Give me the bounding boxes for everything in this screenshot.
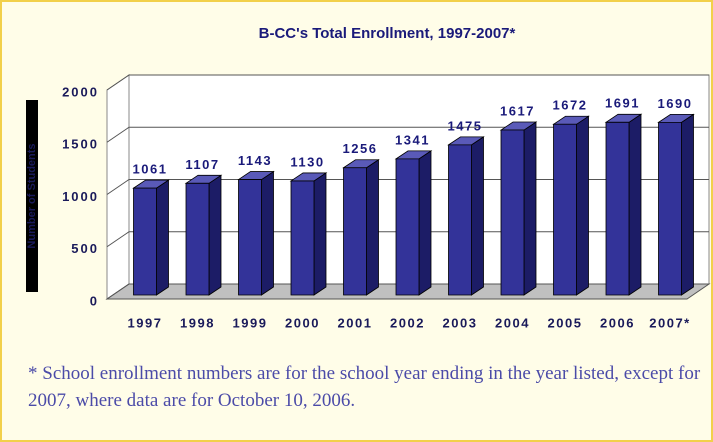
bar-side — [418, 150, 432, 296]
bar-side — [208, 174, 222, 296]
bar-front — [343, 167, 367, 296]
bar — [604, 113, 643, 296]
bar — [552, 115, 590, 296]
value-label: 1061 — [133, 162, 168, 177]
bar-side — [576, 115, 589, 296]
bar — [184, 174, 223, 296]
y-tick-label: 1500 — [62, 137, 99, 152]
bar-front — [395, 158, 420, 296]
x-tick-label: 1999 — [233, 315, 268, 330]
y-tick-label: 500 — [71, 241, 99, 256]
bar-side — [156, 179, 169, 296]
y-label-box — [26, 100, 38, 292]
value-label: 1130 — [290, 154, 324, 169]
value-label: 1107 — [185, 157, 219, 172]
x-tick-label: 2006 — [600, 315, 635, 330]
bar — [499, 121, 538, 296]
bar-side — [471, 136, 484, 296]
bar-side — [523, 121, 537, 296]
x-tick-label: 2000 — [285, 315, 320, 330]
bar-side — [261, 170, 274, 296]
x-tick-label: 2004 — [495, 315, 530, 330]
bar-side — [628, 113, 642, 296]
y-tick-label: 1000 — [62, 189, 99, 204]
x-tick-label: 2002 — [390, 315, 425, 330]
chart-title: B-CC's Total Enrollment, 1997-2007* — [259, 25, 516, 42]
bar — [237, 170, 275, 296]
value-label: 1143 — [238, 153, 272, 168]
bar — [132, 179, 170, 296]
bar-side — [681, 113, 694, 296]
footnote: * School enrollment numbers are for the … — [28, 363, 701, 411]
bar-front — [658, 121, 682, 296]
x-tick-label: 2007* — [649, 315, 690, 330]
bar-front — [133, 187, 157, 296]
bar — [289, 172, 328, 296]
bar-side — [366, 159, 379, 296]
value-label: 1256 — [343, 141, 378, 156]
value-label: 1617 — [500, 103, 535, 118]
bar-side — [313, 172, 327, 296]
bar — [394, 150, 433, 296]
bar — [447, 136, 485, 296]
x-tick-label: 2001 — [338, 315, 373, 330]
bar — [342, 159, 380, 296]
value-label: 1672 — [553, 98, 588, 113]
x-tick-label: 1998 — [180, 315, 215, 330]
bar-front — [553, 123, 577, 296]
y-axis-label: Number of Students — [26, 143, 38, 248]
value-label: 1690 — [658, 96, 693, 111]
y-tick-label: 2000 — [62, 84, 99, 99]
y-tick-label: 0 — [90, 293, 99, 308]
value-label: 1341 — [395, 132, 430, 147]
value-label: 1691 — [605, 96, 640, 111]
x-tick-label: 1997 — [128, 315, 163, 330]
value-label: 1475 — [448, 118, 483, 133]
bar-front — [605, 121, 630, 296]
bar-front — [185, 182, 210, 296]
bar-front — [448, 144, 472, 296]
x-tick-label: 2003 — [443, 315, 478, 330]
bar-front — [238, 179, 262, 296]
grid-line — [106, 74, 709, 91]
bar-front — [500, 129, 525, 296]
bar — [657, 113, 695, 296]
x-tick-label: 2005 — [548, 315, 583, 330]
bar-front — [290, 180, 315, 296]
